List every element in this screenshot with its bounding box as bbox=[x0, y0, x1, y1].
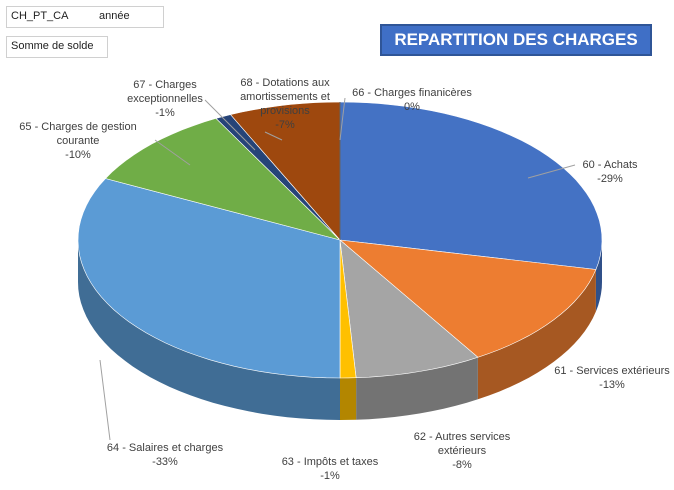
leader-line bbox=[99, 359, 111, 441]
value-label: -1% bbox=[155, 107, 175, 119]
pie-slice-side bbox=[595, 240, 602, 312]
filter-label: année bbox=[99, 10, 130, 22]
category-label: 64 - Salaires et charges bbox=[106, 442, 224, 454]
data-label: 63 - Impôts et taxes -1% bbox=[275, 455, 385, 483]
value-label: -33% bbox=[152, 456, 178, 468]
value-label: -29% bbox=[597, 173, 623, 185]
data-label: 61 - Services extérieurs -13% bbox=[547, 364, 674, 392]
chart-title: REPARTITION DES CHARGES bbox=[380, 24, 652, 56]
value-label: -8% bbox=[452, 459, 472, 471]
value-label: -1% bbox=[320, 470, 340, 482]
data-label: 68 - Dotations aux amortissements et pro… bbox=[220, 76, 350, 132]
pie-slice bbox=[339, 101, 603, 270]
value-label: -7% bbox=[275, 119, 295, 131]
pie-slice bbox=[229, 101, 341, 241]
leader-line bbox=[204, 99, 256, 151]
data-label: 64 - Salaires et charges -33% bbox=[85, 441, 245, 469]
pie-sides bbox=[78, 240, 602, 420]
category-label: 65 - Charges de gestion courante bbox=[19, 121, 137, 147]
pie-slice bbox=[77, 178, 341, 379]
filter-field[interactable]: CH_PT_CA année bbox=[6, 6, 164, 28]
value-label: -10% bbox=[65, 149, 91, 161]
data-label: 65 - Charges de gestion courante -10% bbox=[8, 120, 148, 162]
category-label: 60 - Achats bbox=[582, 159, 638, 171]
pie-slice-side bbox=[78, 240, 340, 420]
leader-line bbox=[154, 139, 191, 166]
value-label: 0% bbox=[404, 101, 420, 113]
category-label: 66 - Charges finanicères bbox=[352, 87, 472, 99]
category-label: 61 - Services extérieurs bbox=[554, 365, 670, 377]
value-field[interactable]: Somme de solde bbox=[6, 36, 108, 58]
leader-lines bbox=[99, 97, 576, 441]
data-label: 60 - Achats -29% bbox=[555, 158, 665, 186]
value-label: -13% bbox=[599, 379, 625, 391]
category-label: 67 - Charges exceptionnelles bbox=[127, 79, 203, 105]
pie-slice-side bbox=[477, 269, 596, 400]
data-label: 62 - Autres services extérieurs -8% bbox=[402, 430, 522, 472]
pie-slice-side bbox=[340, 377, 357, 420]
pie-slice bbox=[339, 239, 597, 358]
leader-line bbox=[527, 164, 576, 179]
data-label: 67 - Charges exceptionnelles -1% bbox=[110, 78, 220, 120]
pie-tops bbox=[77, 101, 603, 379]
pie-slice bbox=[104, 118, 342, 241]
filter-label: CH_PT_CA bbox=[11, 10, 69, 22]
category-label: 62 - Autres services extérieurs bbox=[413, 431, 511, 457]
category-label: 63 - Impôts et taxes bbox=[281, 456, 379, 468]
pie-slice bbox=[339, 239, 479, 379]
data-label: 66 - Charges finanicères 0% bbox=[337, 86, 487, 114]
pie-slice-side bbox=[356, 357, 478, 420]
leader-line bbox=[339, 97, 346, 141]
category-label: 68 - Dotations aux amortissements et pro… bbox=[240, 77, 330, 117]
leader-line bbox=[264, 131, 283, 141]
